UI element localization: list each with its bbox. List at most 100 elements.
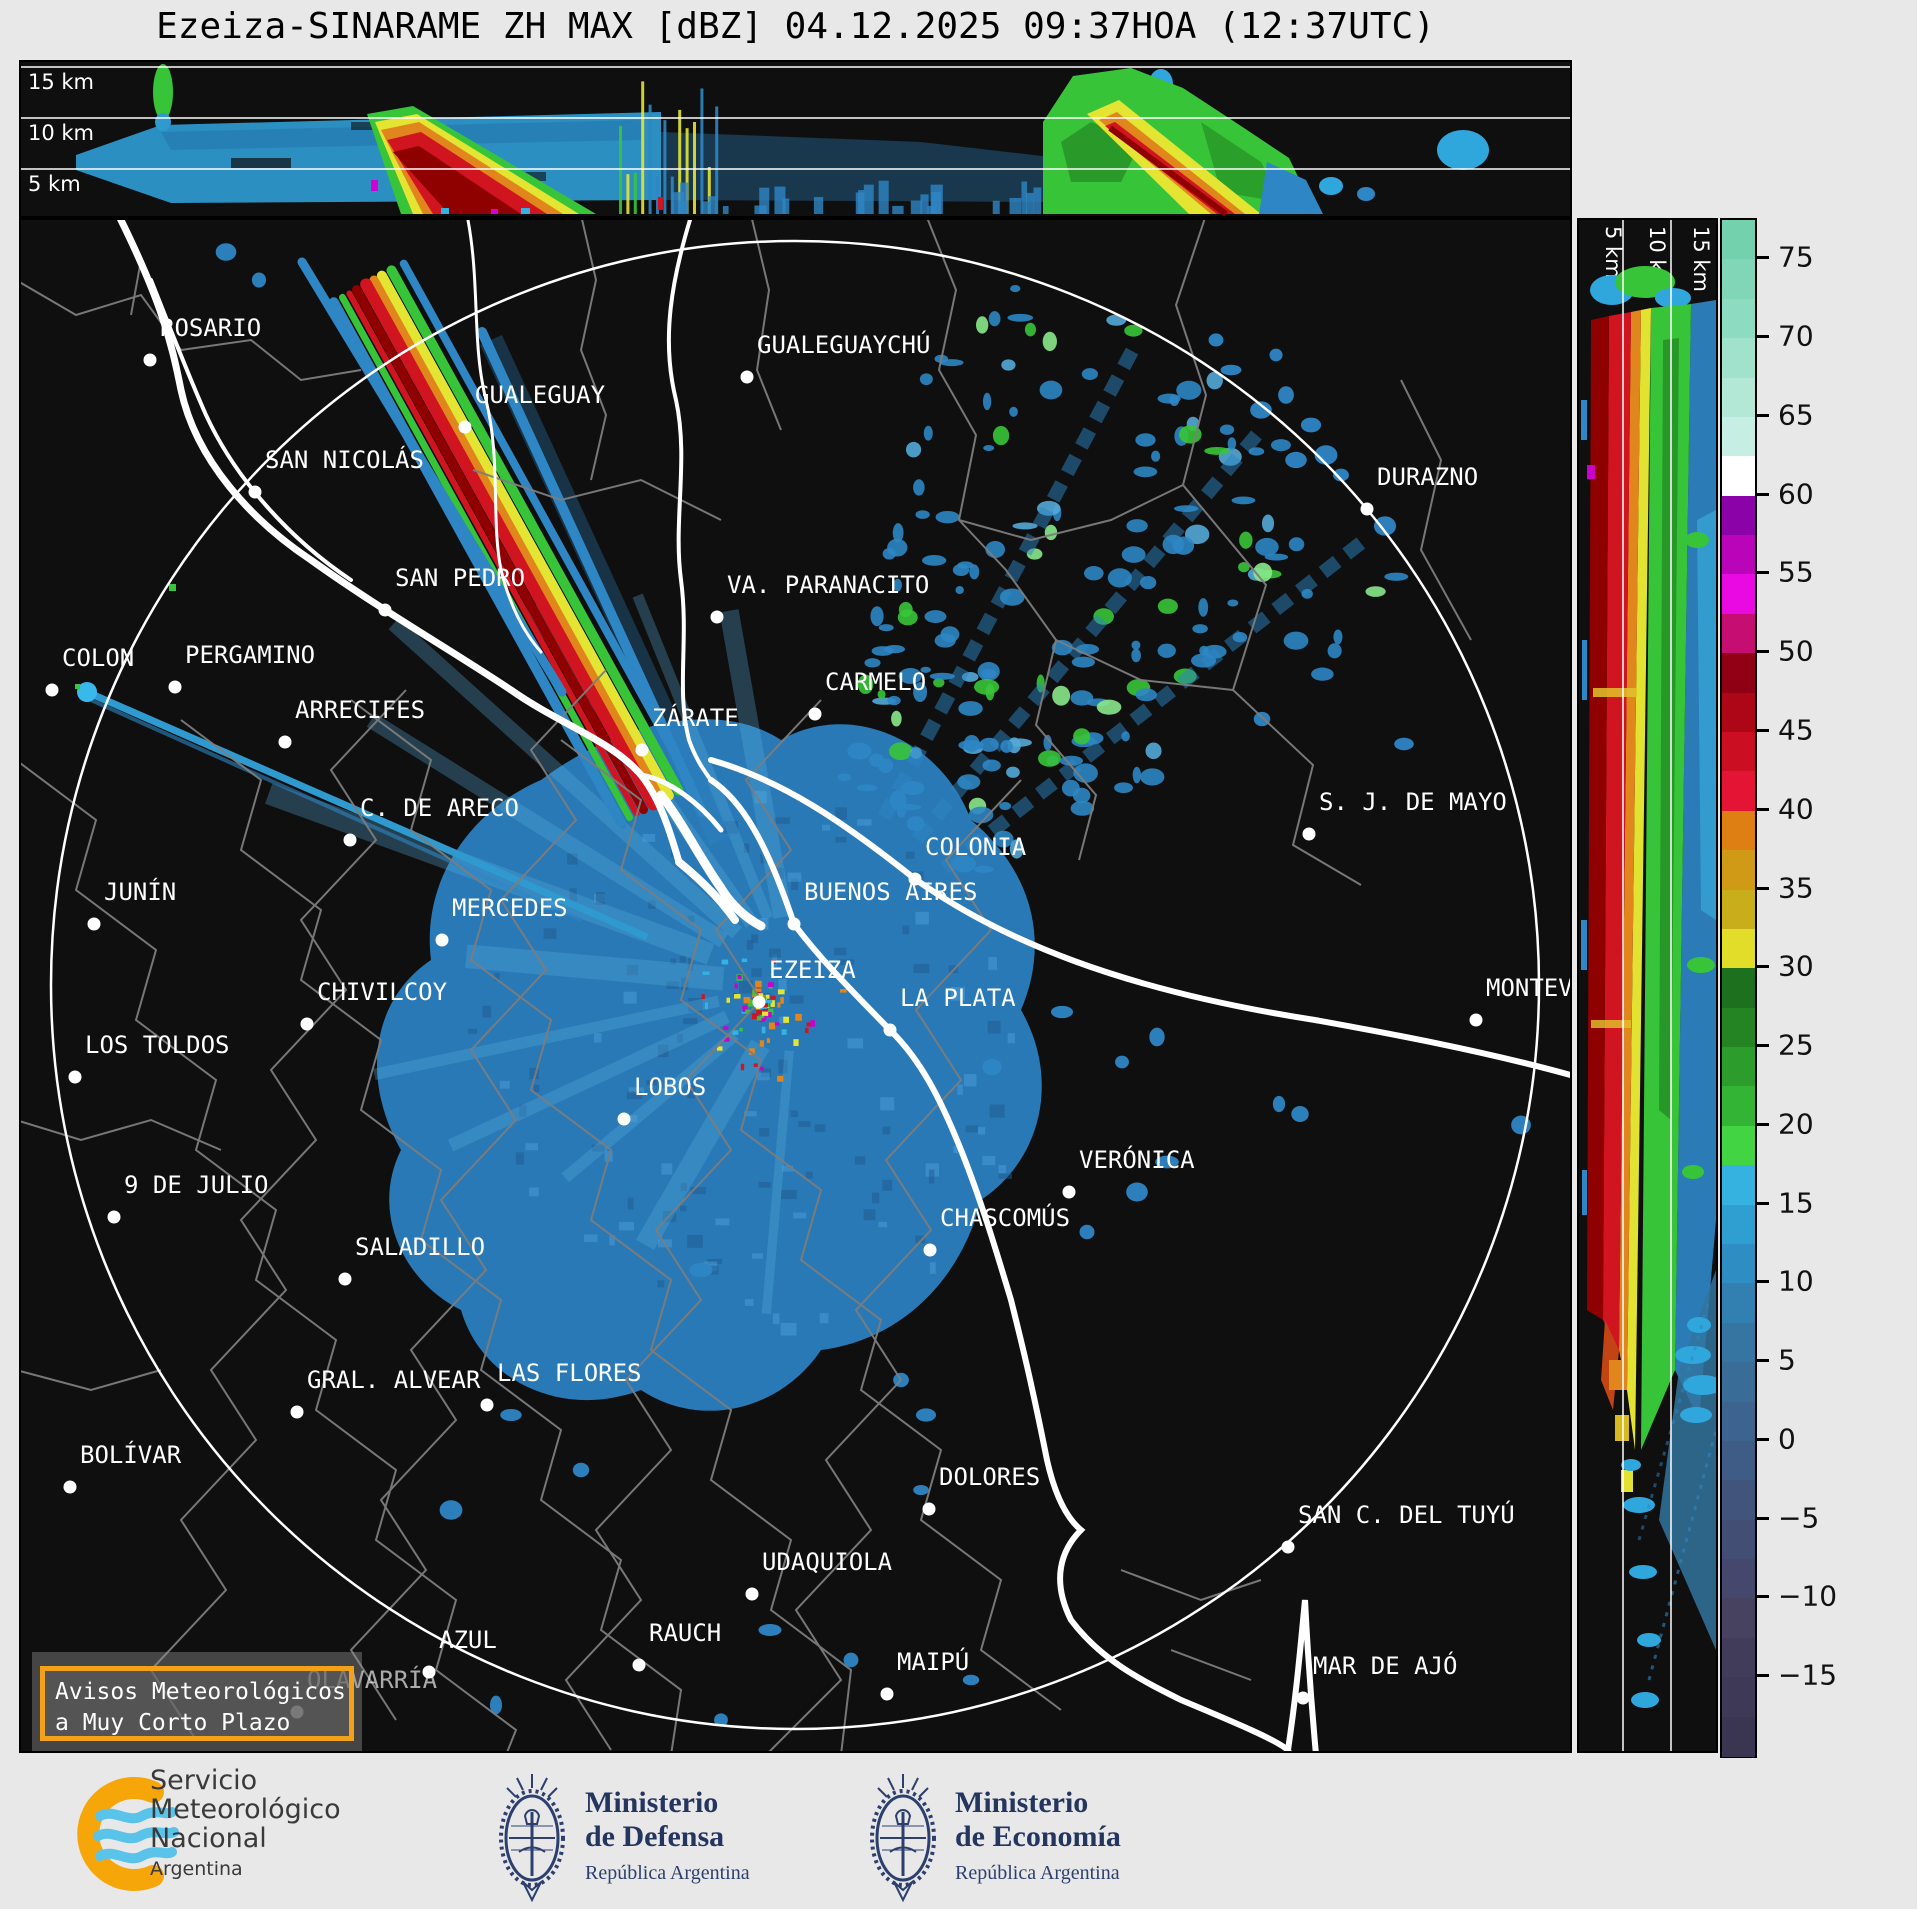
colorbar-tick	[1757, 1437, 1769, 1441]
colorbar-band	[1722, 1047, 1755, 1088]
smn-wordmark: Servicio Meteorológico Nacional Argentin…	[150, 1766, 341, 1884]
colorbar-band	[1722, 732, 1755, 773]
city-label: SAN C. DEL TUYÚ	[1298, 1501, 1515, 1529]
colorbar-band	[1722, 1519, 1755, 1560]
city-marker	[63, 1480, 77, 1494]
city-label: LOBOS	[634, 1073, 707, 1101]
colorbar-tick	[1757, 335, 1769, 339]
top-cross-section-art	[21, 64, 1570, 216]
city-marker	[752, 995, 766, 1009]
city-label: MONTEVIDEO	[1486, 974, 1572, 1002]
admin-boundaries	[21, 220, 1472, 1751]
city-marker	[1062, 1185, 1076, 1199]
colorbar-tick-label: 30	[1778, 949, 1814, 983]
colorbar-band	[1722, 1440, 1755, 1481]
city-label: EZEIZA	[769, 956, 856, 984]
colorbar-tick-label: −15	[1778, 1658, 1838, 1692]
city-label: MERCEDES	[452, 894, 568, 922]
city-marker	[1469, 1013, 1483, 1027]
city-label: BUENOS AIRES	[804, 878, 978, 906]
side-panel-15km-label: 15 km	[1689, 226, 1713, 293]
colorbar-tick-label: 65	[1778, 398, 1814, 432]
city-marker	[635, 743, 649, 757]
colorbar-band	[1722, 850, 1755, 891]
smn-logo	[77, 1777, 179, 1891]
city-label: GRAL. ALVEAR	[307, 1366, 481, 1394]
top-panel-15km-label: 15 km	[28, 70, 95, 94]
city-marker	[787, 917, 801, 931]
product-title: Ezeiza-SINARAME ZH MAX [dBZ] 04.12.2025 …	[156, 6, 1435, 47]
economia-coat-of-arms	[870, 1774, 936, 1903]
city-label: GUALEGUAY	[475, 381, 606, 409]
city-marker	[617, 1112, 631, 1126]
alert-line2: a Muy Corto Plazo	[55, 1710, 291, 1736]
colorbar-band	[1722, 1401, 1755, 1442]
side-cross-section-art	[1581, 220, 1716, 1751]
city-label: LA PLATA	[900, 984, 1016, 1012]
colorbar-tick-label: 5	[1778, 1343, 1796, 1377]
city-label: 9 DE JULIO	[124, 1171, 269, 1199]
city-marker	[300, 1017, 314, 1031]
city-label: GUALEGUAYCHÚ	[757, 331, 931, 359]
colorbar-band	[1722, 1086, 1755, 1127]
city-label: SALADILLO	[355, 1233, 486, 1261]
city-label: DOLORES	[939, 1463, 1041, 1491]
colorbar-band	[1722, 1677, 1755, 1718]
colorbar-tick	[1757, 650, 1769, 654]
colorbar-band	[1722, 1165, 1755, 1206]
city-marker	[87, 917, 101, 931]
short-term-warnings-box[interactable]: Avisos Meteorológicos a Muy Corto Plazo	[32, 1652, 362, 1751]
defensa-line2: de Defensa	[585, 1820, 725, 1853]
city-marker	[1302, 827, 1316, 841]
colorbar-band	[1722, 416, 1755, 457]
city-label: RAUCH	[649, 1619, 722, 1647]
colorbar-tick	[1757, 886, 1769, 890]
top-cross-section-panel: 15 km 10 km 5 km	[19, 60, 1572, 218]
city-marker	[378, 603, 392, 617]
colorbar-band	[1722, 1204, 1755, 1245]
colorbar-tick-label: 10	[1778, 1264, 1814, 1298]
colorbar-tick	[1757, 1359, 1769, 1363]
colorbar-tick	[1757, 729, 1769, 732]
city-marker	[1296, 1691, 1310, 1705]
city-label: CHASCOMÚS	[940, 1204, 1071, 1232]
defensa-sub: República Argentina	[585, 1862, 750, 1884]
range-ring	[49, 239, 1541, 1731]
colorbar-band	[1722, 692, 1755, 733]
city-layer: ROSARIO SAN NICOLÁS GUALEGUAY GUALEGUAYCHÚ S…	[21, 220, 1570, 1751]
city-marker	[458, 420, 472, 434]
short-term-warnings-inner: Avisos Meteorológicos a Muy Corto Plazo	[40, 1666, 354, 1741]
top-panel-10km-label: 10 km	[28, 121, 95, 145]
city-label: VERÓNICA	[1079, 1146, 1195, 1174]
city-label: SAN PEDRO	[395, 564, 526, 592]
colorbar-tick-label: 15	[1778, 1186, 1814, 1220]
colorbar-tick-label: 45	[1778, 713, 1814, 747]
colorbar-band	[1722, 1007, 1755, 1048]
city-marker	[422, 1665, 436, 1679]
colorbar-band	[1722, 810, 1755, 851]
city-label: LAS FLORES	[497, 1359, 642, 1387]
colorbar-tick-label: 20	[1778, 1107, 1814, 1141]
colorbar-band	[1722, 613, 1755, 654]
city-marker	[248, 485, 262, 499]
city-label: S. J. DE MAYO	[1319, 788, 1507, 816]
colorbar-tick-label: 70	[1778, 319, 1814, 353]
city-label: ROSARIO	[160, 314, 262, 342]
colorbar-tick	[1757, 965, 1769, 969]
footer: Servicio Meteorológico Nacional Argentin…	[0, 1758, 1917, 1909]
colorbar-tick	[1757, 256, 1769, 260]
economia-wordmark: Ministerio de Economía República Argenti…	[955, 1786, 1121, 1890]
city-label: SAN NICOLÁS	[265, 446, 424, 474]
city-label: PERGAMINO	[185, 641, 316, 669]
colorbar-band	[1722, 968, 1755, 1009]
side-cross-section-panel: 5 km 10 km 15 km	[1577, 218, 1718, 1753]
colorbar-band	[1722, 377, 1755, 418]
colorbar-tick-label: −10	[1778, 1579, 1838, 1613]
colorbar-band	[1722, 456, 1755, 497]
defensa-line1: Ministerio	[585, 1786, 719, 1819]
economia-line1: Ministerio	[955, 1786, 1089, 1819]
colorbar-tick-label: 75	[1778, 240, 1814, 274]
city-marker	[435, 933, 449, 947]
radar-map-panel: ROSARIO SAN NICOLÁS GUALEGUAY GUALEGUAYCHÚ S…	[19, 218, 1572, 1753]
